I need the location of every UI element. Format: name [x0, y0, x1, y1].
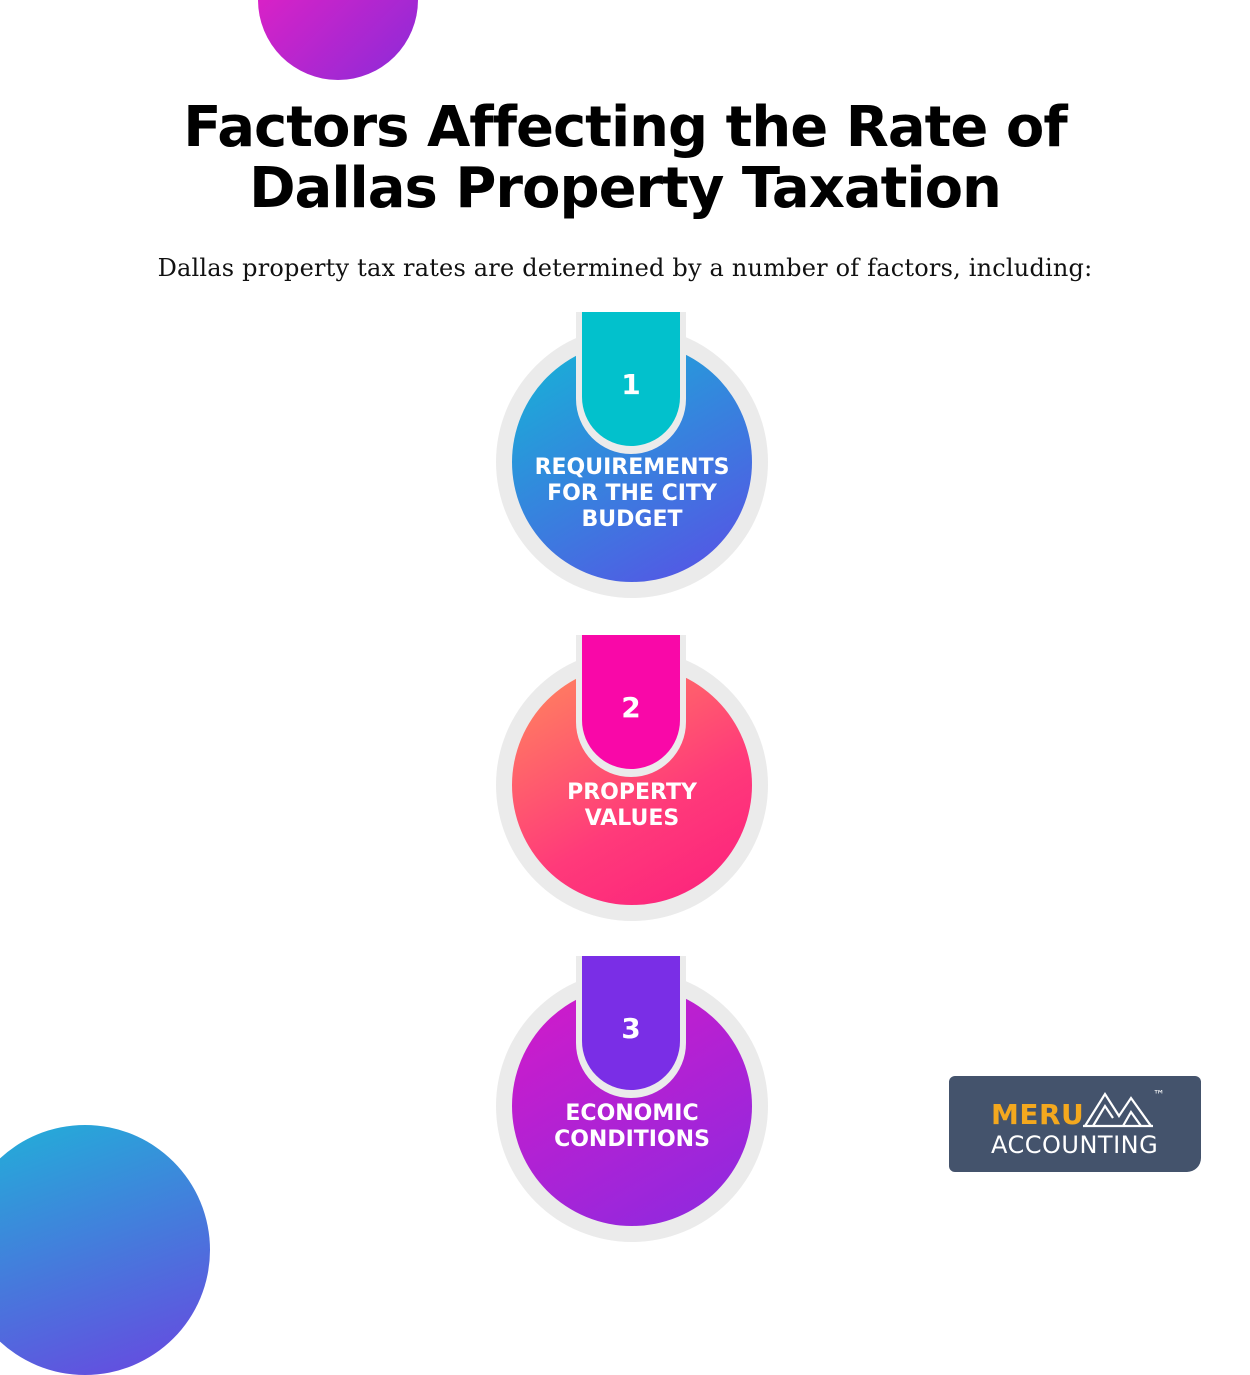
step-label-line: ECONOMIC: [565, 1101, 699, 1126]
mountain-icon: [1083, 1091, 1153, 1128]
step-label: PROPERTY VALUES: [512, 780, 752, 832]
step-label: ECONOMIC CONDITIONS: [512, 1101, 752, 1153]
factor-step-1: 1 REQUIREMENTS FOR THE CITY BUDGET: [496, 312, 768, 616]
step-label-line: VALUES: [584, 806, 680, 831]
step-label-line: BUDGET: [581, 507, 683, 532]
trademark-symbol: ™: [1153, 1088, 1165, 1102]
step-label-line: REQUIREMENTS: [534, 455, 730, 480]
step-number: 3: [582, 956, 680, 1090]
step-number: 1: [582, 312, 680, 446]
step-label: REQUIREMENTS FOR THE CITY BUDGET: [512, 455, 752, 533]
title-line-1: Factors Affecting the Rate of: [183, 95, 1067, 160]
page-title: Factors Affecting the Rate of Dallas Pro…: [0, 97, 1250, 219]
step-label-line: CONDITIONS: [554, 1127, 710, 1152]
step-number: 2: [582, 635, 680, 769]
meru-accounting-logo[interactable]: MERU ™ ACCOUNTING: [949, 1076, 1201, 1172]
factor-step-2: 2 PROPERTY VALUES: [496, 635, 768, 939]
logo-brand-text: MERU: [991, 1098, 1085, 1131]
step-number-tab: 2: [576, 635, 686, 777]
page-subtitle: Dallas property tax rates are determined…: [157, 254, 1093, 282]
step-label-line: PROPERTY: [567, 780, 697, 805]
decorative-circle-bottom: [0, 1125, 210, 1375]
factor-step-3: 3 ECONOMIC CONDITIONS: [496, 956, 768, 1260]
step-label-line: FOR THE CITY: [547, 481, 717, 506]
step-number-tab: 1: [576, 312, 686, 454]
step-number-tab: 3: [576, 956, 686, 1098]
decorative-circle-top: [258, 0, 418, 80]
title-line-2: Dallas Property Taxation: [249, 156, 1002, 221]
logo-sub-text: ACCOUNTING: [991, 1131, 1159, 1159]
